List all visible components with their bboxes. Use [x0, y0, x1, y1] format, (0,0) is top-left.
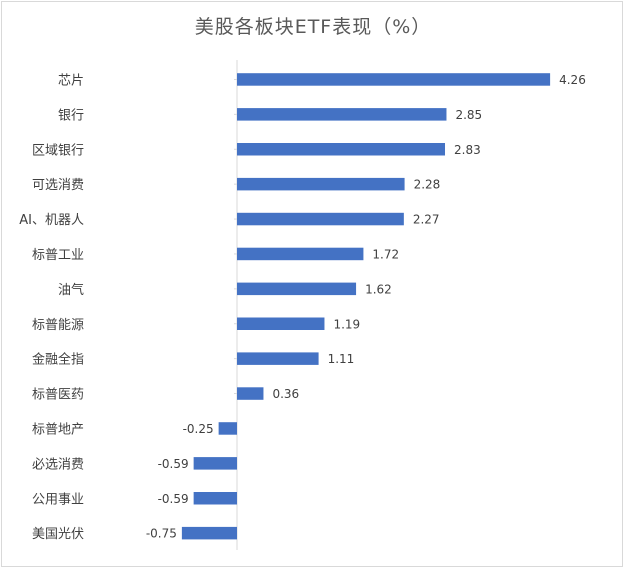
category-label: AI、机器人	[19, 213, 84, 228]
bar-3	[237, 177, 405, 191]
bar-7	[237, 317, 325, 330]
data-label: -0.59	[158, 492, 189, 506]
bar-9	[237, 387, 264, 400]
data-label: -0.75	[146, 527, 177, 541]
category-label: 标普能源	[32, 318, 84, 333]
bar-6	[237, 282, 357, 296]
category-label: 公用事业	[32, 492, 84, 507]
data-label: 2.28	[414, 178, 441, 192]
data-label: 2.83	[454, 143, 481, 157]
data-label: 0.36	[272, 387, 299, 401]
bar-8	[237, 352, 319, 365]
data-label: -0.25	[183, 422, 214, 436]
category-label: 美国光伏	[32, 527, 84, 542]
category-label: 必选消费	[32, 457, 84, 472]
category-label: 芯片	[58, 73, 84, 88]
data-label: -0.59	[158, 457, 189, 471]
bar-10	[218, 422, 237, 435]
bar-12	[193, 492, 237, 505]
category-label: 金融全指	[32, 352, 84, 368]
chart-title: 美股各板块ETF表现（%）	[194, 16, 432, 38]
category-label: 区域银行	[32, 143, 84, 158]
data-label: 4.26	[559, 73, 586, 87]
bar-2	[237, 143, 446, 156]
category-label: 标普工业	[32, 248, 84, 263]
category-label: 标普医药	[32, 388, 84, 403]
bar-11	[193, 457, 237, 470]
bar-4	[237, 212, 404, 226]
data-label: 1.19	[333, 317, 360, 331]
bar-13	[181, 526, 237, 540]
bar-1	[237, 108, 447, 121]
data-label: 1.11	[328, 352, 355, 366]
data-label: 2.85	[455, 108, 482, 122]
data-label: 1.62	[365, 282, 392, 296]
category-label: 标普地产	[32, 422, 84, 437]
category-label: 油气	[58, 282, 84, 298]
category-label: 银行	[58, 108, 84, 123]
bar-0	[237, 73, 551, 86]
data-label: 1.72	[372, 247, 399, 261]
category-label: 可选消费	[32, 178, 84, 193]
data-label: 2.27	[413, 213, 440, 227]
bar-5	[237, 247, 364, 261]
